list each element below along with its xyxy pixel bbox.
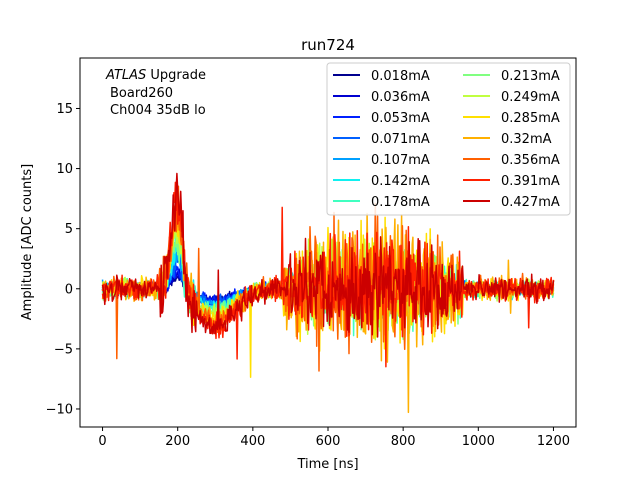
atlas-annotation: ATLAS Upgrade Board260 Ch004 35dB lo (105, 68, 206, 118)
legend-label: 0.107mA (371, 153, 430, 168)
legend-label: 0.071mA (371, 132, 430, 147)
annotation-board: Board260 (110, 86, 173, 101)
annotation-upgrade: Upgrade (146, 68, 206, 83)
legend-label: 0.036mA (371, 90, 430, 105)
x-tick-label: 200 (165, 434, 190, 449)
x-tick-label: 800 (391, 434, 416, 449)
legend-label: 0.213mA (501, 69, 560, 84)
x-tick-label: 1200 (537, 434, 570, 449)
legend: 0.018mA 0.036mA 0.053mA 0.071mA 0.107mA 0.142… (326, 62, 571, 216)
y-axis: −10 −5 0 5 10 15 (46, 102, 80, 417)
y-tick-label: 15 (56, 102, 73, 117)
legend-label: 0.142mA (371, 174, 430, 189)
legend-label: 0.178mA (371, 195, 430, 210)
y-tick-label: −10 (46, 402, 73, 417)
legend-label: 0.053mA (371, 111, 430, 126)
legend-label: 0.018mA (371, 69, 430, 84)
y-tick-label: 10 (56, 162, 73, 177)
legend-label: 0.32mA (501, 132, 552, 147)
y-tick-label: 5 (65, 222, 73, 237)
x-tick-label: 600 (316, 434, 341, 449)
y-tick-label: 0 (65, 282, 73, 297)
y-axis-label: Amplitude [ADC counts] (20, 164, 35, 320)
traces (101, 172, 555, 414)
x-tick-label: 1000 (462, 434, 495, 449)
legend-box (326, 62, 571, 216)
annotation-atlas: ATLAS (105, 68, 146, 83)
y-tick-label: −5 (54, 342, 73, 357)
legend-label: 0.285mA (501, 111, 560, 126)
annotation-channel: Ch004 35dB lo (110, 103, 206, 118)
x-axis-label: Time [ns] (296, 457, 358, 472)
chart-title: run724 (301, 36, 355, 54)
legend-label: 0.356mA (501, 153, 560, 168)
x-tick-label: 0 (98, 434, 106, 449)
legend-label: 0.427mA (501, 195, 560, 210)
legend-label: 0.391mA (501, 174, 560, 189)
x-tick-label: 400 (240, 434, 265, 449)
legend-label: 0.249mA (501, 90, 560, 105)
x-axis: 0 200 400 600 800 1000 1200 (98, 427, 570, 449)
trace-0.427mA (101, 172, 555, 338)
svg-text:ATLAS Upgrade: ATLAS Upgrade (105, 68, 206, 83)
